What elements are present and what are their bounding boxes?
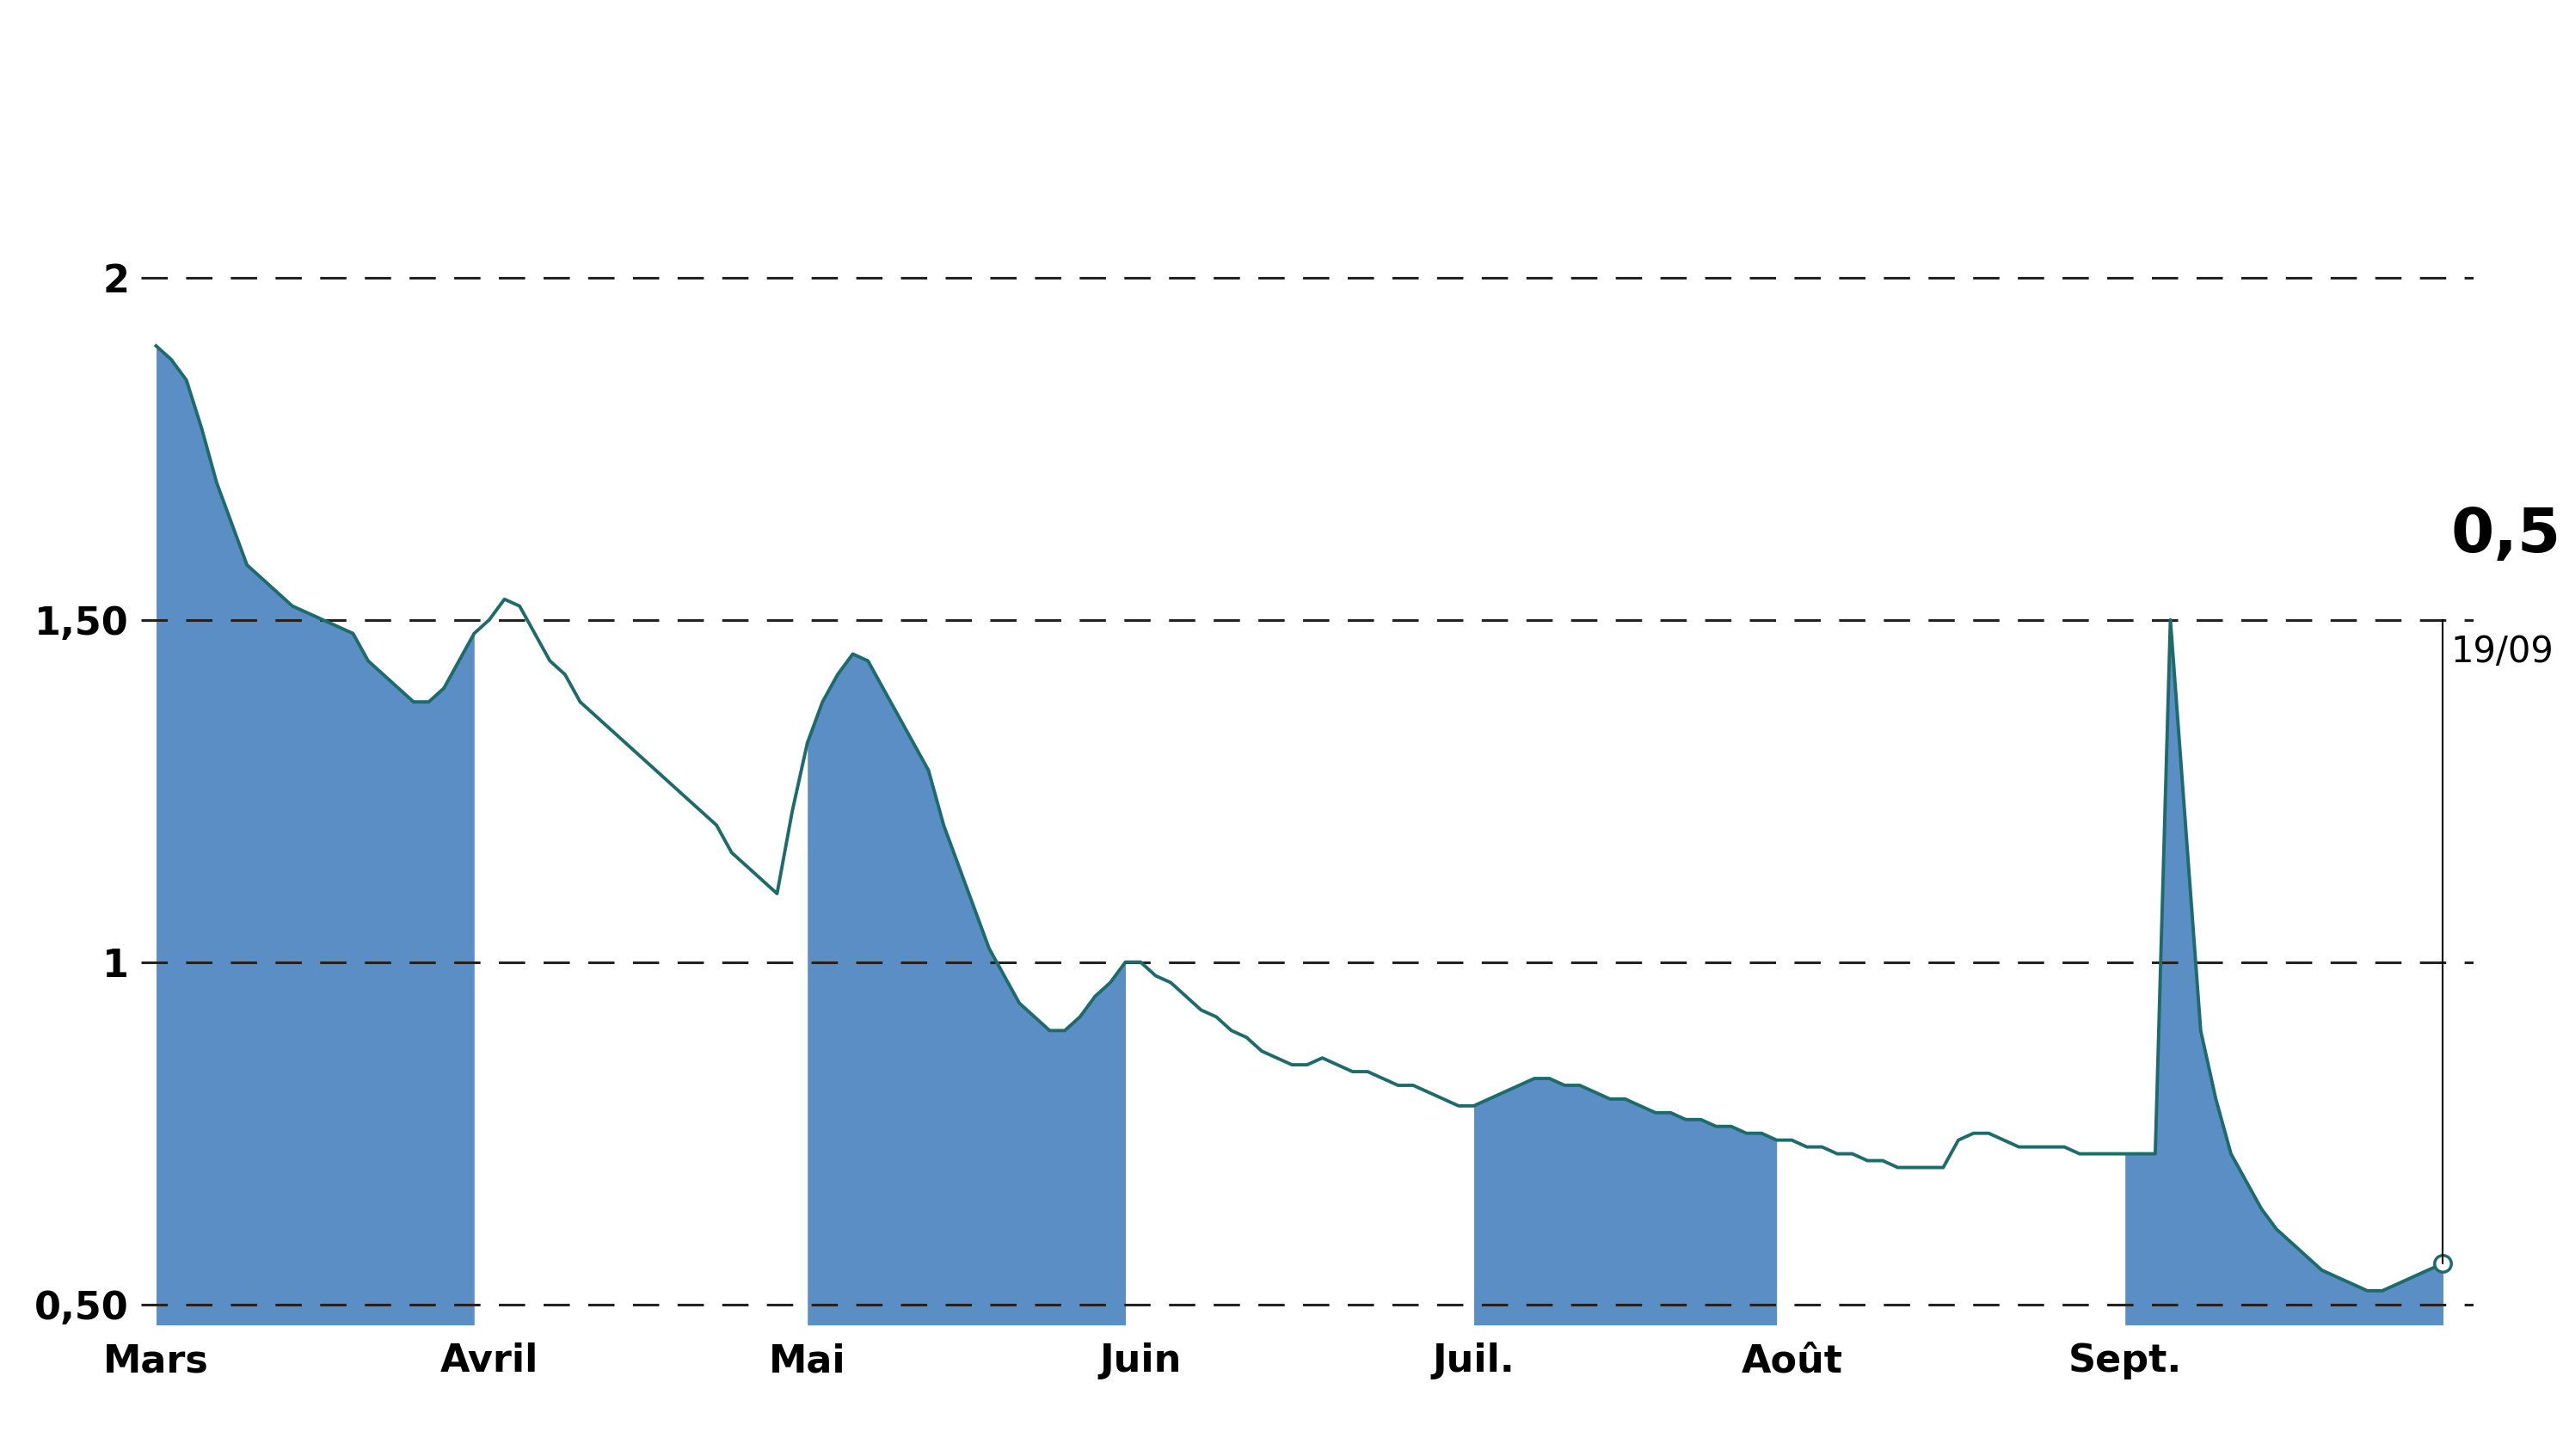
Text: MEDESIS PHARMA: MEDESIS PHARMA: [841, 35, 1722, 118]
Text: 19/09: 19/09: [2450, 633, 2553, 670]
Text: 0,56: 0,56: [2450, 505, 2563, 565]
